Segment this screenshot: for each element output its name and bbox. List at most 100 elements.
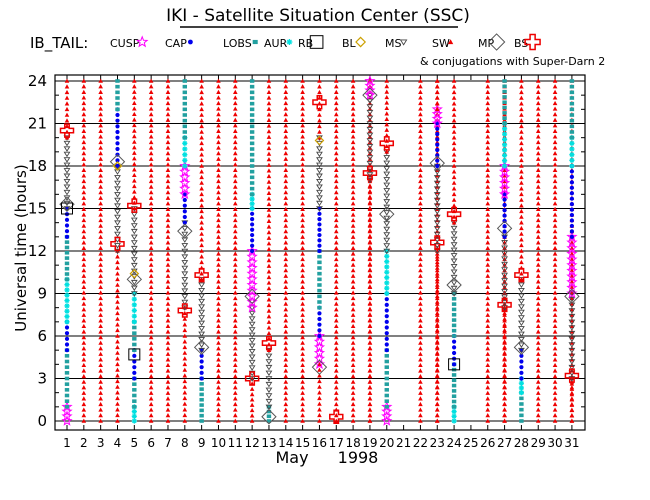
day-column-4 xyxy=(109,79,126,423)
sw-mark xyxy=(569,407,575,413)
sw-mark xyxy=(333,162,339,167)
sw-mark xyxy=(485,190,491,195)
ms-mark xyxy=(568,364,576,371)
sw-mark xyxy=(384,116,390,121)
sw-mark xyxy=(233,145,238,150)
sw-mark xyxy=(367,256,373,261)
sw-mark xyxy=(485,184,491,189)
bs-mark xyxy=(110,236,125,252)
lobs-mark xyxy=(317,254,322,259)
sw-mark xyxy=(266,342,272,347)
sw-mark xyxy=(300,112,305,117)
sw-mark xyxy=(81,385,87,390)
cap-mark xyxy=(451,350,457,356)
ms-mark xyxy=(316,189,323,196)
sw-mark xyxy=(434,134,440,139)
sw-mark xyxy=(333,123,339,128)
bs-mark xyxy=(446,206,462,222)
sw-mark xyxy=(98,78,103,83)
lobs-mark xyxy=(266,419,272,423)
ms-mark xyxy=(433,231,441,238)
sw-mark xyxy=(535,340,541,345)
cap-mark xyxy=(132,359,137,364)
sw-mark xyxy=(367,167,373,172)
y-tick-label: 3 xyxy=(37,370,47,388)
x-tick-label: 5 xyxy=(130,436,138,450)
sw-mark xyxy=(300,401,305,407)
lobs-mark xyxy=(249,152,255,157)
sw-mark xyxy=(502,184,507,189)
sw-mark xyxy=(434,412,440,418)
lobs-mark xyxy=(384,359,389,364)
sw-mark xyxy=(418,195,423,200)
day-column-15 xyxy=(300,78,305,423)
sw-mark xyxy=(233,362,238,368)
sw-mark xyxy=(569,381,575,386)
sw-mark xyxy=(233,212,238,217)
sw-mark xyxy=(451,191,457,197)
sw-mark xyxy=(300,301,305,306)
sw-mark xyxy=(418,362,423,368)
sw-mark xyxy=(283,413,289,418)
sw-mark xyxy=(98,357,103,362)
sw-mark xyxy=(233,340,238,345)
sw-mark xyxy=(300,117,305,122)
sw-mark xyxy=(81,351,87,356)
sw-mark xyxy=(535,229,541,234)
sw-mark xyxy=(350,112,356,117)
sw-mark xyxy=(333,78,339,83)
lobs-mark xyxy=(451,323,457,328)
sw-mark xyxy=(115,361,120,367)
x-tick-label: 23 xyxy=(430,436,445,450)
ms-mark xyxy=(130,240,138,246)
sw-mark xyxy=(434,276,440,282)
sw-mark xyxy=(98,128,103,133)
ms-mark xyxy=(501,278,508,284)
sw-mark xyxy=(485,329,491,334)
ms-mark xyxy=(248,327,256,333)
sw-mark xyxy=(418,268,423,273)
sw-mark xyxy=(283,379,289,384)
sw-mark xyxy=(233,396,238,401)
sw-mark xyxy=(249,407,255,413)
sw-mark xyxy=(333,340,339,345)
sw-mark xyxy=(233,379,238,384)
sw-mark xyxy=(485,123,491,128)
cap-mark xyxy=(199,370,204,375)
sw-mark xyxy=(199,174,204,180)
ms-mark xyxy=(383,243,391,249)
sw-mark xyxy=(98,290,103,295)
sw-mark xyxy=(165,413,171,418)
sw-mark xyxy=(148,279,154,284)
y-tick-label: 0 xyxy=(37,412,47,430)
sw-mark xyxy=(148,173,154,178)
sw-mark xyxy=(535,351,541,356)
sw-mark xyxy=(165,212,171,217)
aur-mark xyxy=(131,296,137,302)
aur-mark xyxy=(249,205,255,212)
legend-label-aur: AUR xyxy=(264,37,288,50)
sw-mark xyxy=(485,201,491,206)
sw-mark xyxy=(552,178,558,184)
cap-mark xyxy=(250,232,255,238)
ms-mark xyxy=(568,313,576,320)
sw-mark xyxy=(350,290,356,295)
sw-mark xyxy=(333,256,339,262)
sw-mark xyxy=(485,240,491,245)
ms-mark xyxy=(501,294,508,301)
cap-mark xyxy=(317,328,322,333)
sw-mark xyxy=(350,390,356,395)
sw-mark xyxy=(165,134,171,139)
sw-mark xyxy=(350,295,356,301)
sw-mark xyxy=(165,362,171,368)
sw-mark xyxy=(148,167,154,172)
sw-mark xyxy=(300,95,305,100)
sw-mark xyxy=(165,407,171,412)
sw-mark xyxy=(81,301,87,306)
sw-mark xyxy=(216,151,221,156)
ms-mark xyxy=(130,228,138,235)
sw-mark xyxy=(300,167,305,172)
sw-mark xyxy=(233,329,238,334)
sw-mark xyxy=(451,197,457,202)
sw-mark xyxy=(317,390,322,395)
